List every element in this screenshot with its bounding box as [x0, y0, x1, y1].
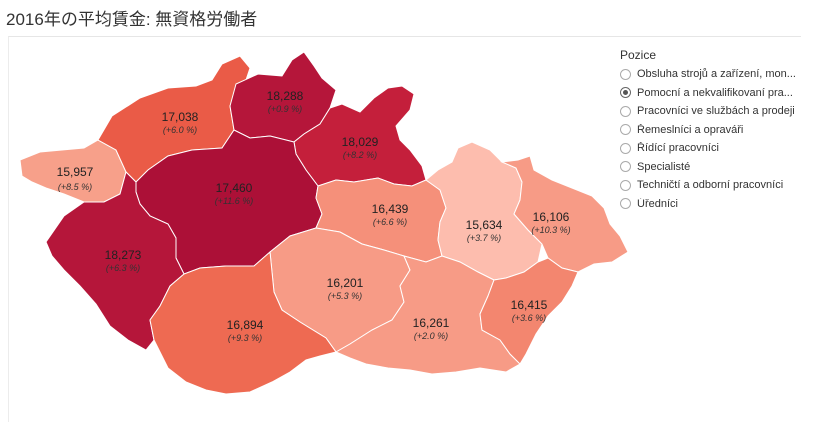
filter-option[interactable]: Pomocní a nekvalifikovaní pra... [620, 84, 826, 103]
filter-option[interactable]: Obsluha strojů a zařízení, mon... [620, 65, 826, 84]
radio-icon[interactable] [620, 87, 631, 99]
radio-icon[interactable] [620, 105, 631, 117]
page-title: 2016年の平均賃金: 無資格労働者 [6, 10, 258, 29]
value-label: 15,634 [466, 218, 503, 232]
filter-option[interactable]: Řídící pracovníci [620, 139, 826, 158]
change-label: (+11.6 %) [215, 196, 254, 206]
change-label: (+6.6 %) [373, 217, 407, 227]
map-frame [8, 36, 801, 422]
value-label: 16,439 [372, 202, 409, 216]
value-label: 16,261 [413, 316, 450, 330]
value-label: 16,894 [227, 318, 264, 332]
region-plzensky[interactable] [45, 171, 185, 351]
change-label: (+8.5 %) [58, 182, 92, 192]
value-label: 17,460 [216, 181, 253, 195]
change-label: (+0.9 %) [268, 104, 302, 114]
value-label: 16,415 [511, 298, 548, 312]
filter-option-label: Pomocní a nekvalifikovaní pra... [637, 86, 793, 99]
filter-option-label: Obsluha strojů a zařízení, mon... [637, 68, 796, 81]
region-zlinsky[interactable] [479, 257, 579, 365]
filter-option-label: Řemeslníci a opraváři [637, 123, 744, 136]
change-label: (+6.0 %) [163, 125, 197, 135]
radio-icon[interactable] [620, 179, 631, 191]
filter-option-label: Pracovníci ve službách a prodeji [637, 105, 795, 118]
value-label: 16,201 [327, 276, 364, 290]
value-label: 18,029 [342, 135, 379, 149]
filter-option-label: Techničtí a odborní pracovníci [637, 179, 784, 192]
change-label: (+10.3 %) [531, 225, 570, 235]
change-label: (+9.3 %) [228, 333, 262, 343]
value-label: 16,106 [533, 210, 570, 224]
radio-icon[interactable] [620, 68, 631, 80]
value-label: 15,957 [57, 165, 94, 179]
legend-items: Obsluha strojů a zařízení, mon... Pomocn… [620, 65, 826, 213]
radio-icon[interactable] [620, 142, 631, 154]
filter-option[interactable]: Řemeslníci a opraváři [620, 121, 826, 140]
value-label: 18,273 [105, 248, 142, 262]
region-moravskoslezsky[interactable] [500, 155, 629, 273]
legend-title: Pozice [620, 48, 657, 62]
filter-option[interactable]: Techničtí a odborní pracovníci [620, 176, 826, 195]
filter-option[interactable]: Úředníci [620, 195, 826, 214]
filter-option[interactable]: Pracovníci ve službách a prodeji [620, 102, 826, 121]
filter-option-label: Úředníci [637, 197, 678, 210]
radio-icon[interactable] [620, 198, 631, 210]
region-jihocesky[interactable] [149, 250, 337, 395]
value-label: 17,038 [162, 110, 199, 124]
pozice-filter: Pozice Obsluha strojů a zařízení, mon...… [620, 48, 826, 213]
change-label: (+3.6 %) [512, 313, 546, 323]
change-label: (+5.3 %) [328, 291, 362, 301]
change-label: (+3.7 %) [467, 233, 501, 243]
change-label: (+2.0 %) [414, 331, 448, 341]
filter-option-label: Řídící pracovníci [637, 142, 719, 155]
radio-icon[interactable] [620, 124, 631, 136]
value-label: 18,288 [267, 89, 304, 103]
filter-option-label: Specialisté [637, 160, 691, 173]
filter-option[interactable]: Specialisté [620, 158, 826, 177]
change-label: (+6.3 %) [106, 263, 140, 273]
change-label: (+8.2 %) [343, 150, 377, 160]
radio-icon[interactable] [620, 161, 631, 173]
